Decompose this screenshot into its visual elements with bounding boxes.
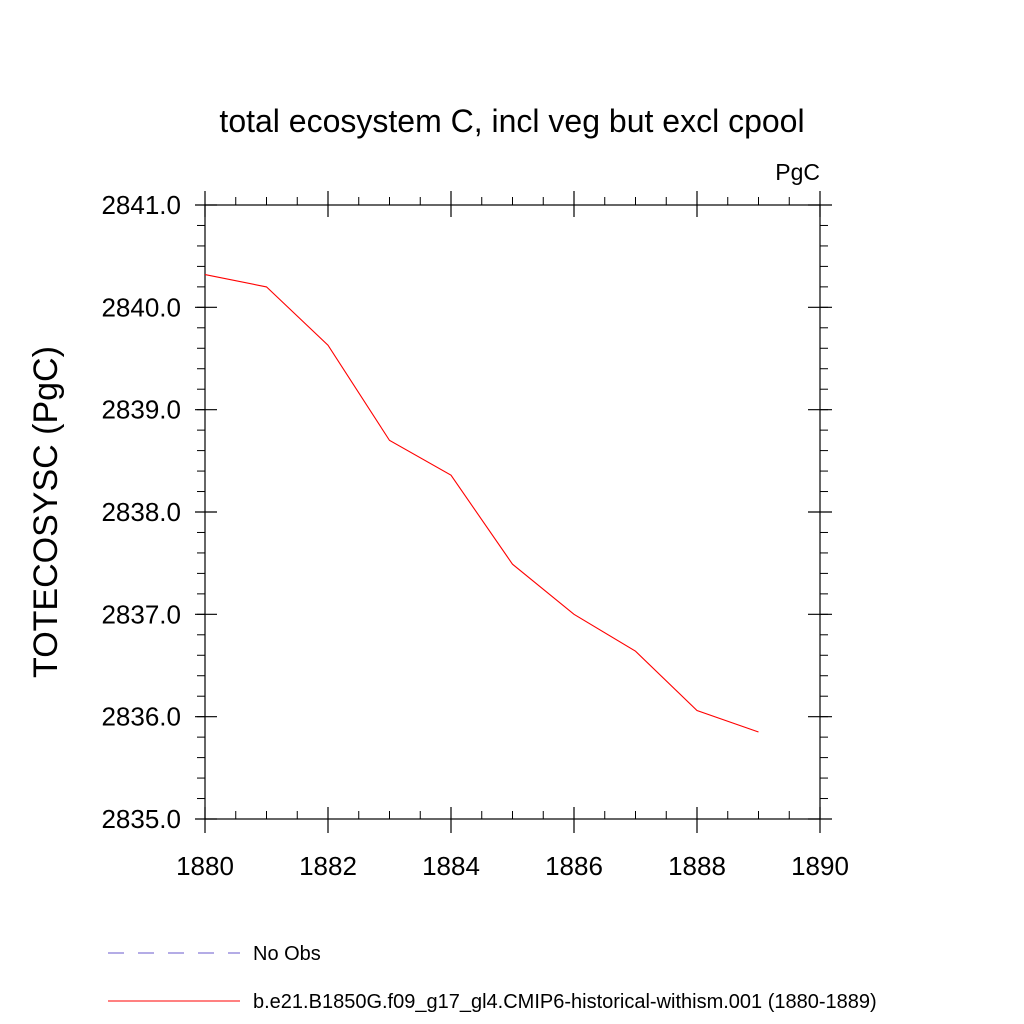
- major-ticks: [195, 191, 832, 833]
- series-lines: [204, 274, 759, 733]
- plot-border: [204, 204, 821, 820]
- minor-ticks: [197, 197, 828, 820]
- y-tick-label: 2839.0: [101, 395, 181, 425]
- y-tick-label: 2841.0: [101, 190, 181, 220]
- series-line-1: [204, 274, 759, 733]
- x-tick-labels: 1880 1882 1884 1886 1888 1890: [176, 851, 849, 881]
- y-tick-label: 2838.0: [101, 497, 181, 527]
- y-tick-label: 2840.0: [101, 292, 181, 322]
- y-tick-label: 2836.0: [101, 702, 181, 732]
- units-label: PgC: [775, 159, 820, 185]
- x-tick-label: 1888: [668, 851, 726, 881]
- chart-title: total ecosystem C, incl veg but excl cpo…: [219, 103, 804, 139]
- x-tick-label: 1880: [176, 851, 234, 881]
- x-tick-label: 1890: [791, 851, 849, 881]
- y-tick-labels: 2835.0 2836.0 2837.0 2838.0 2839.0 2840.0 2841…: [101, 190, 181, 834]
- y-tick-label: 2835.0: [101, 804, 181, 834]
- x-tick-label: 1882: [299, 851, 357, 881]
- legend-label-no-obs: No Obs: [253, 943, 321, 965]
- y-tick-label: 2837.0: [101, 599, 181, 629]
- legend-label-model-run: b.e21.B1850G.f09_g17_gl4.CMIP6-historica…: [253, 991, 877, 1013]
- x-tick-label: 1884: [422, 851, 480, 881]
- plot-area: [204, 204, 821, 820]
- x-tick-label: 1886: [545, 851, 603, 881]
- legend: No Obs b.e21.B1850G.f09_g17_gl4.CMIP6-hi…: [108, 943, 877, 1013]
- y-axis-label: TOTECOSYSC (PgC): [27, 346, 65, 678]
